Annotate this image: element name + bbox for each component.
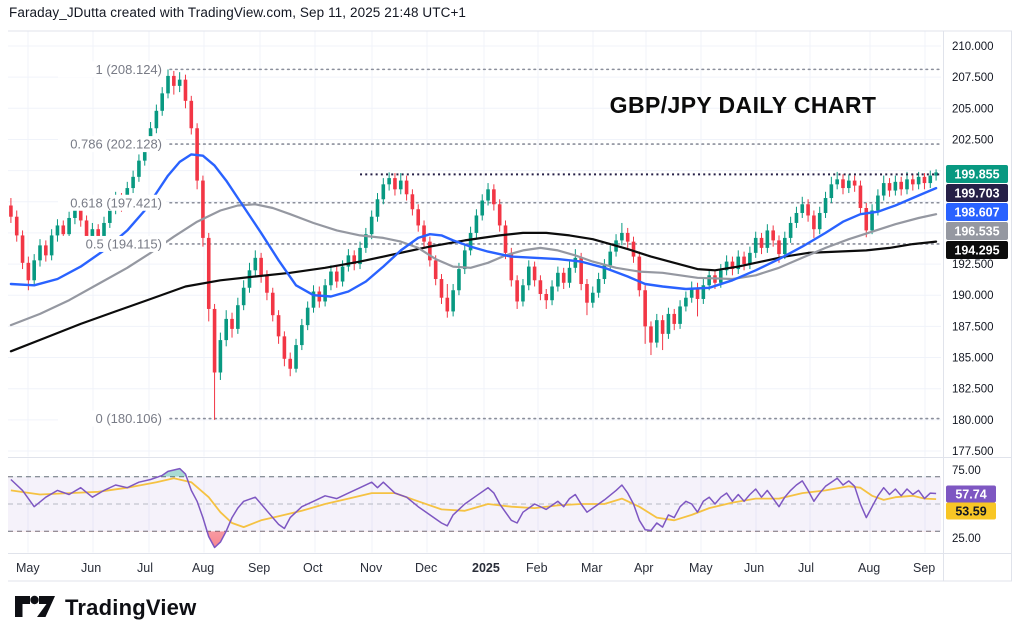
svg-text:53.59: 53.59 xyxy=(955,505,986,519)
svg-text:0.618 (197.421): 0.618 (197.421) xyxy=(70,195,162,210)
rsi-axis[interactable]: 75.00 25.00 57.74 53.59 xyxy=(946,465,996,545)
price-badge-ma-gray xyxy=(946,222,1008,240)
rsi-pane xyxy=(8,467,941,549)
svg-text:0.5 (194.115): 0.5 (194.115) xyxy=(86,236,162,251)
svg-text:210.000: 210.000 xyxy=(952,41,994,53)
svg-text:May: May xyxy=(16,561,40,575)
svg-text:0.786 (202.128): 0.786 (202.128) xyxy=(70,137,162,152)
price-badge-ma-blue xyxy=(946,203,1008,221)
svg-text:196.535: 196.535 xyxy=(954,225,999,239)
svg-text:199.855: 199.855 xyxy=(954,168,999,182)
svg-text:Jun: Jun xyxy=(744,561,764,575)
price-badge-last-price xyxy=(946,165,1008,183)
svg-text:0 (180.106): 0 (180.106) xyxy=(96,411,163,426)
svg-text:Jul: Jul xyxy=(798,561,814,575)
svg-text:Feb: Feb xyxy=(526,561,548,575)
footer: TradingView xyxy=(14,595,196,621)
svg-text:57.74: 57.74 xyxy=(955,488,986,502)
price-axis-badges: 199.855 199.703 198.607 196.535 194.295 xyxy=(946,165,1008,259)
svg-text:194.295: 194.295 xyxy=(954,244,999,258)
svg-text:25.00: 25.00 xyxy=(952,533,981,545)
svg-text:Jul: Jul xyxy=(137,561,153,575)
tradingview-logo-icon[interactable] xyxy=(14,595,56,621)
svg-text:Sep: Sep xyxy=(913,561,935,575)
ma-black xyxy=(9,231,938,353)
svg-text:180.000: 180.000 xyxy=(952,415,994,427)
svg-text:Oct: Oct xyxy=(303,561,323,575)
svg-text:Mar: Mar xyxy=(581,561,603,575)
time-axis[interactable]: May Jun Jul Aug Sep Oct Nov Dec 2025 Feb Mar Apr May… xyxy=(16,561,935,575)
svg-text:190.000: 190.000 xyxy=(952,290,994,302)
svg-text:185.000: 185.000 xyxy=(952,353,994,365)
svg-text:Jun: Jun xyxy=(81,561,101,575)
fib-labels: 1 (208.124) 0.786 (202.128) 0.618 (197.421… xyxy=(58,61,166,427)
price-axis[interactable]: 210.000 207.500 205.000 202.500 192.500 190.0… xyxy=(952,41,994,458)
svg-text:198.607: 198.607 xyxy=(954,206,999,220)
svg-text:199.703: 199.703 xyxy=(954,187,999,201)
svg-text:187.500: 187.500 xyxy=(952,321,994,333)
svg-text:207.500: 207.500 xyxy=(952,72,994,84)
chart-svg[interactable]: 1 (208.124) 0.786 (202.128) 0.618 (197.421… xyxy=(0,0,1020,595)
svg-text:Nov: Nov xyxy=(360,561,383,575)
svg-text:Sep: Sep xyxy=(248,561,270,575)
fib-levels xyxy=(169,68,942,420)
pane-separators xyxy=(8,30,1012,582)
ma-gray xyxy=(9,203,938,327)
svg-text:Aug: Aug xyxy=(858,561,880,575)
svg-text:177.500: 177.500 xyxy=(952,446,994,458)
page-title: GBP/JPY DAILY CHART xyxy=(609,92,877,118)
svg-text:Apr: Apr xyxy=(634,561,653,575)
svg-text:Dec: Dec xyxy=(415,561,437,575)
brand-name[interactable]: TradingView xyxy=(65,595,197,620)
svg-text:75.00: 75.00 xyxy=(952,465,981,477)
svg-text:182.500: 182.500 xyxy=(952,384,994,396)
svg-text:2025: 2025 xyxy=(472,561,500,575)
attribution-text: Faraday_JDutta created with TradingView.… xyxy=(9,5,467,20)
ma-blue xyxy=(9,153,938,298)
svg-text:205.000: 205.000 xyxy=(952,103,994,115)
svg-text:1 (208.124): 1 (208.124) xyxy=(96,62,163,77)
svg-text:May: May xyxy=(689,561,713,575)
svg-text:Aug: Aug xyxy=(192,561,214,575)
price-badge-ma-black xyxy=(946,241,1008,259)
svg-text:192.500: 192.500 xyxy=(952,259,994,271)
svg-text:202.500: 202.500 xyxy=(952,134,994,146)
price-badge-horizontal-line xyxy=(946,184,1008,202)
